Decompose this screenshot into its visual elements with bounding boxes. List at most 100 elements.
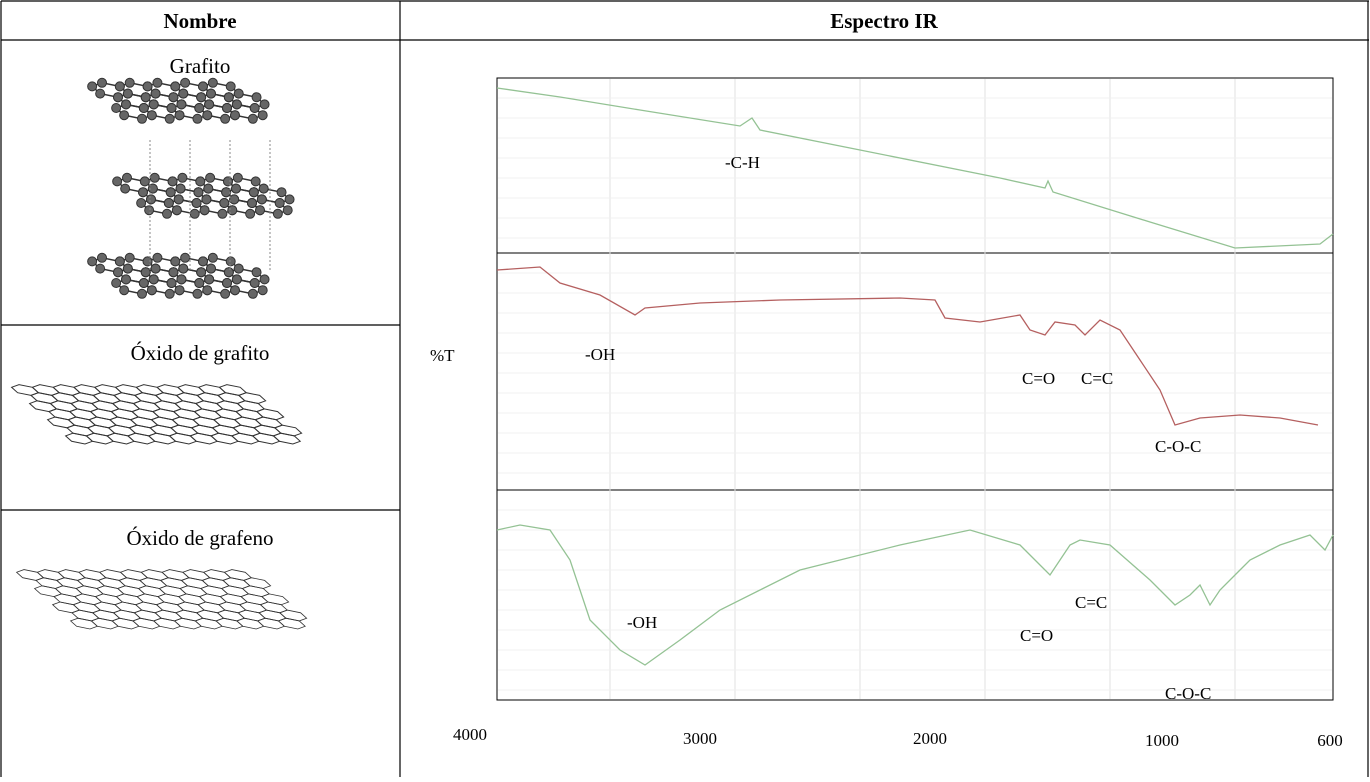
atom — [221, 187, 232, 198]
atom — [124, 77, 135, 88]
row-name: Grafito — [170, 54, 231, 78]
atom — [114, 81, 125, 92]
atom — [140, 267, 151, 278]
atom — [180, 252, 191, 263]
atom — [137, 113, 147, 124]
atom — [176, 99, 187, 110]
atom — [257, 285, 268, 296]
x-tick-label: 3000 — [683, 729, 717, 748]
atom — [196, 267, 207, 278]
atom — [195, 176, 206, 187]
atom — [201, 194, 212, 205]
atom — [259, 274, 270, 285]
atom — [258, 183, 269, 194]
atom — [220, 113, 231, 124]
spectrum-curve — [496, 524, 1334, 666]
atom — [112, 176, 123, 187]
atom — [166, 278, 177, 288]
atom — [142, 256, 153, 267]
atom — [202, 110, 213, 121]
atom — [165, 187, 176, 198]
atom — [217, 208, 228, 219]
atom — [259, 99, 270, 110]
atom — [146, 285, 157, 296]
atom — [119, 110, 130, 121]
atom — [138, 187, 148, 198]
peak-label: C-O-C — [1155, 437, 1201, 456]
atom — [205, 88, 216, 99]
atom — [191, 198, 202, 208]
atom — [164, 288, 175, 299]
atom — [194, 278, 205, 288]
atom — [245, 208, 256, 219]
atom — [173, 194, 184, 205]
atom — [95, 263, 106, 274]
atom — [197, 81, 208, 92]
atom — [121, 99, 131, 110]
atom — [282, 205, 293, 216]
atom — [138, 278, 149, 288]
atom — [168, 92, 179, 103]
atom — [140, 92, 151, 103]
atom — [111, 103, 122, 113]
peak-label: -OH — [585, 345, 615, 364]
row-name: Óxido de grafito — [131, 341, 270, 365]
atom — [194, 103, 205, 113]
atom — [113, 92, 123, 103]
atom — [204, 99, 215, 110]
atom — [230, 183, 241, 194]
atom — [124, 252, 135, 263]
atom — [199, 205, 210, 216]
peak-label: -C-H — [725, 153, 760, 172]
atom — [272, 208, 283, 219]
header-cell: Nombre — [163, 9, 236, 33]
atom — [205, 172, 216, 183]
atom — [207, 252, 218, 263]
atom — [152, 77, 163, 88]
atom — [150, 263, 161, 274]
atom — [148, 99, 159, 110]
atom — [276, 187, 287, 198]
atom — [149, 172, 160, 183]
ring — [272, 432, 302, 445]
atom — [221, 103, 232, 113]
atom — [233, 263, 244, 274]
atom — [249, 103, 260, 113]
atom — [97, 77, 107, 88]
atom — [162, 208, 172, 219]
atom — [251, 92, 262, 103]
spectrum-curve — [496, 266, 1319, 426]
atom — [87, 81, 98, 92]
ring — [277, 617, 307, 630]
atom — [207, 77, 218, 88]
atom — [227, 205, 238, 216]
atom — [122, 172, 132, 183]
atom — [193, 187, 204, 198]
atom — [249, 278, 260, 288]
x-tick-label: 4000 — [453, 725, 487, 744]
atom — [97, 252, 107, 263]
atom — [202, 285, 213, 296]
atom — [178, 263, 189, 274]
peak-label: C=O — [1022, 369, 1055, 388]
atom — [221, 278, 232, 288]
atom — [138, 103, 149, 113]
atom — [232, 172, 243, 183]
atom — [247, 288, 258, 299]
atom — [225, 81, 236, 92]
atom — [204, 274, 215, 285]
atom — [274, 198, 285, 208]
atom — [121, 274, 131, 285]
atom — [95, 88, 106, 99]
atom — [174, 285, 185, 296]
atom — [163, 198, 174, 208]
atom — [256, 194, 267, 205]
atom — [178, 88, 189, 99]
atom — [257, 110, 268, 121]
atom — [164, 113, 175, 124]
atom — [229, 110, 240, 121]
atom — [122, 88, 133, 99]
y-axis-label: %T — [430, 346, 455, 365]
